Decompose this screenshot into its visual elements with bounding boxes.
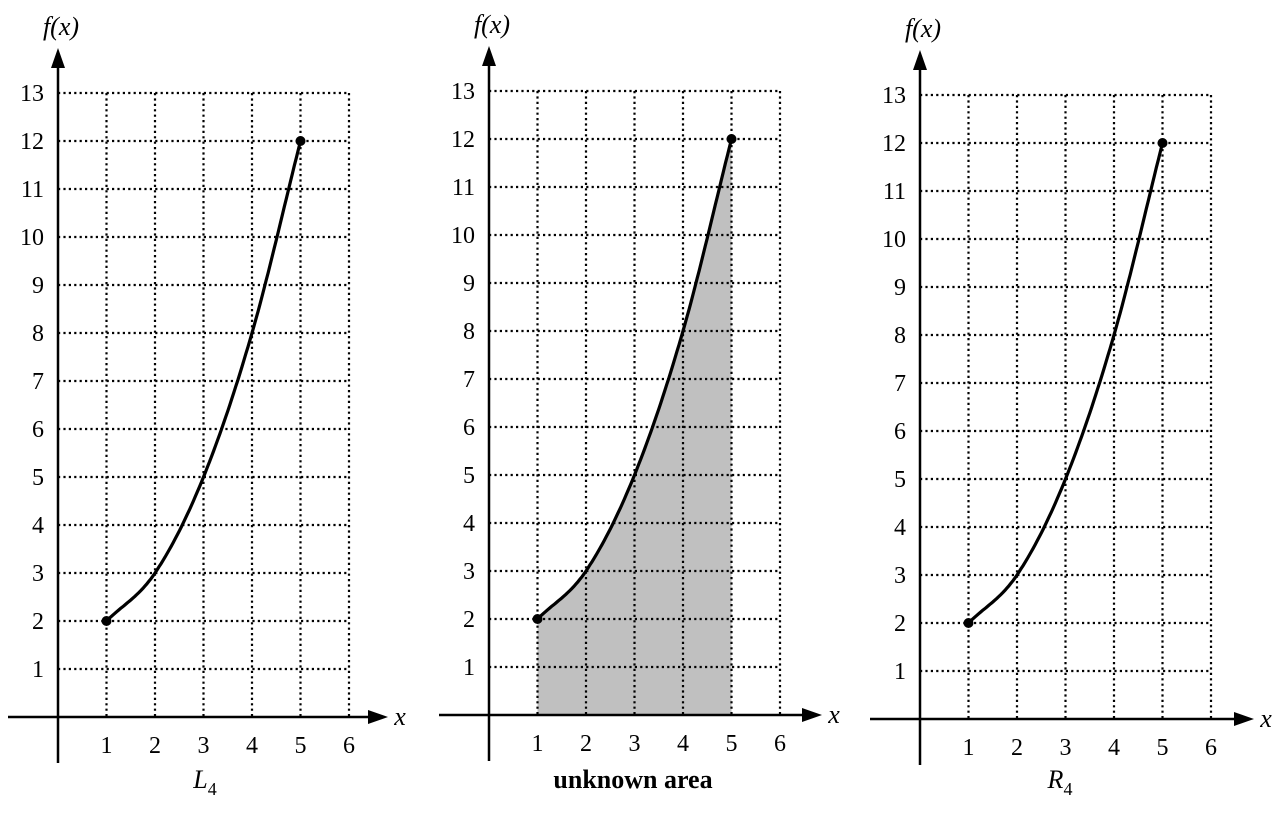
- y-tick-label: 5: [894, 467, 906, 493]
- y-axis-arrowhead: [913, 50, 927, 70]
- y-tick-label: 2: [894, 611, 906, 637]
- y-axis-label: f(x): [43, 12, 79, 41]
- y-tick-label: 11: [452, 175, 475, 201]
- endpoint-dot: [963, 618, 974, 628]
- x-tick-label: 5: [1157, 735, 1169, 761]
- x-axis-arrowhead: [802, 708, 822, 722]
- x-tick-label: 1: [101, 733, 113, 759]
- caption-main: R: [1047, 765, 1064, 794]
- function-curve: [536, 138, 734, 621]
- x-tick-label: 4: [1108, 735, 1120, 761]
- x-tick-label: 1: [963, 735, 975, 761]
- y-tick-label: 1: [32, 657, 44, 683]
- x-tick-label: 5: [295, 733, 307, 759]
- y-tick-label: 1: [894, 659, 906, 685]
- endpoint-dot: [532, 614, 543, 624]
- x-axis-label: x: [1259, 704, 1272, 733]
- x-tick-label: 1: [532, 731, 544, 757]
- x-tick-label: 2: [1011, 735, 1023, 761]
- y-tick-label: 4: [463, 511, 475, 537]
- y-tick-label: 5: [32, 465, 44, 491]
- x-tick-label: 3: [1060, 735, 1072, 761]
- y-tick-label: 9: [894, 275, 906, 301]
- y-axis-arrowhead: [482, 46, 496, 66]
- y-tick-label: 8: [32, 321, 44, 347]
- y-axis-arrowhead: [51, 48, 65, 68]
- x-tick-label: 2: [580, 731, 592, 757]
- x-tick-label: 6: [774, 731, 786, 757]
- y-tick-label: 11: [883, 179, 906, 205]
- y-tick-label: 2: [463, 607, 475, 633]
- y-tick-label: 12: [882, 131, 906, 157]
- y-tick-label: 10: [20, 225, 44, 251]
- y-tick-label: 12: [451, 127, 475, 153]
- endpoint-dot: [726, 134, 737, 144]
- y-tick-label: 10: [882, 227, 906, 253]
- y-tick-label: 13: [451, 79, 475, 105]
- y-tick-label: 3: [32, 561, 44, 587]
- endpoint-dot: [1157, 138, 1168, 148]
- x-tick-label: 4: [677, 731, 689, 757]
- y-tick-label: 13: [882, 83, 906, 109]
- y-tick-label: 6: [463, 415, 475, 441]
- y-tick-label: 6: [894, 419, 906, 445]
- caption-main: unknown area: [553, 765, 712, 794]
- y-tick-label: 3: [894, 563, 906, 589]
- y-tick-label: 12: [20, 129, 44, 155]
- x-axis-label: x: [393, 702, 406, 731]
- x-axis-arrowhead: [368, 710, 388, 724]
- x-tick-label: 5: [726, 731, 738, 757]
- panel-caption: unknown area: [553, 765, 712, 794]
- caption-main: L: [192, 765, 207, 794]
- y-tick-label: 13: [20, 81, 44, 107]
- caption-subscript: 4: [1063, 779, 1072, 799]
- x-tick-label: 6: [343, 733, 355, 759]
- panel-caption: R4: [1047, 765, 1073, 799]
- y-tick-label: 10: [451, 223, 475, 249]
- y-axis-label: f(x): [474, 10, 510, 39]
- y-tick-label: 8: [894, 323, 906, 349]
- panel-caption: L4: [192, 765, 216, 799]
- x-axis-arrowhead: [1234, 712, 1254, 726]
- x-tick-label: 2: [149, 733, 161, 759]
- x-tick-label: 3: [198, 733, 210, 759]
- x-tick-label: 6: [1205, 735, 1217, 761]
- endpoint-dot: [295, 136, 306, 146]
- y-tick-label: 2: [32, 609, 44, 635]
- y-tick-label: 7: [32, 369, 44, 395]
- y-tick-label: 6: [32, 417, 44, 443]
- function-curve: [967, 142, 1165, 625]
- y-tick-label: 8: [463, 319, 475, 345]
- y-tick-label: 7: [463, 367, 475, 393]
- x-axis-label: x: [827, 700, 840, 729]
- y-tick-label: 7: [894, 371, 906, 397]
- y-tick-label: 5: [463, 463, 475, 489]
- y-axis-label: f(x): [905, 14, 941, 43]
- x-tick-label: 3: [629, 731, 641, 757]
- y-tick-label: 4: [894, 515, 906, 541]
- y-tick-label: 11: [21, 177, 44, 203]
- x-tick-label: 4: [246, 733, 258, 759]
- y-tick-label: 4: [32, 513, 44, 539]
- y-tick-label: 3: [463, 559, 475, 585]
- caption-subscript: 4: [208, 779, 217, 799]
- endpoint-dot: [101, 616, 112, 626]
- y-tick-label: 9: [463, 271, 475, 297]
- y-tick-label: 1: [463, 655, 475, 681]
- y-tick-label: 9: [32, 273, 44, 299]
- function-curve: [105, 140, 303, 623]
